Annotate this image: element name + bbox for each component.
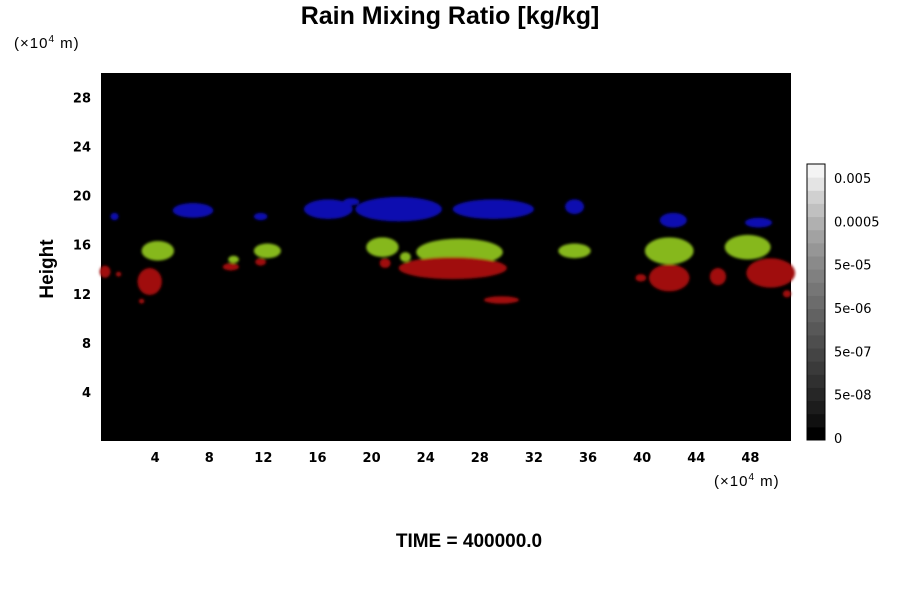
y-tick-label: 12 (73, 288, 91, 303)
x-axis-unit: (×104 m) (714, 472, 780, 490)
x-tick-label: 44 (687, 451, 705, 466)
x-tick-label: 20 (363, 451, 381, 466)
x-tick-label: 12 (254, 451, 272, 466)
colorbar-label: 0 (834, 432, 842, 447)
rain-blob-2-3 (138, 298, 145, 304)
y-tick-label: 20 (73, 190, 91, 205)
rain-blob-0-2 (253, 212, 268, 221)
x-tick-label: 4 (151, 451, 160, 466)
rain-blob-2-0 (99, 265, 111, 278)
colorbar-label: 5e-08 (834, 389, 872, 404)
colorbar-swatch (807, 203, 825, 218)
rain-blob-0-1 (172, 203, 214, 218)
y-tick-label: 4 (82, 386, 91, 401)
y-tick-label: 24 (73, 141, 91, 156)
y-axis-label: Height (37, 239, 58, 299)
rain-blob-2-13 (782, 290, 791, 298)
rain-blob-2-7 (398, 257, 507, 280)
x-tick-label: 36 (579, 451, 597, 466)
rain-blob-2-10 (648, 264, 690, 292)
x-tick-label: 48 (741, 451, 759, 466)
x-tick-label: 16 (308, 451, 326, 466)
rain-blob-2-4 (222, 263, 239, 271)
chart-title: Rain Mixing Ratio [kg/kg] (300, 2, 600, 30)
colorbar-swatch (807, 269, 825, 283)
colorbar-swatch (807, 426, 825, 441)
colorbar-frame (806, 163, 826, 441)
x-tick-label: 28 (471, 451, 489, 466)
colorbar-swatch (807, 348, 825, 362)
rain-blob-0-8 (659, 212, 687, 228)
y-axis-unit: (×104 m) (14, 34, 80, 52)
rain-blob-1-0 (141, 241, 175, 261)
rain-blob-2-9 (635, 274, 647, 282)
colorbar-swatch (807, 413, 825, 428)
colorbar-swatch (807, 256, 825, 270)
colorbar-swatch (807, 282, 825, 296)
x-tick-label: 40 (633, 451, 651, 466)
rain-blob-0-3 (303, 199, 353, 219)
rain-blob-1-7 (644, 237, 694, 265)
rain-blob-1-3 (366, 237, 399, 257)
colorbar-swatch (807, 334, 825, 349)
colorbar-swatch (807, 400, 825, 415)
rain-blob-0-7 (565, 199, 584, 215)
y-axis-ticks: 4 8 12 16 20 24 28 (73, 92, 91, 401)
rain-blob-1-8 (724, 234, 771, 260)
colorbar-swatch (807, 361, 825, 375)
rain-blob-0-9 (745, 217, 773, 228)
rain-blob-2-1 (115, 271, 122, 277)
colorbar-swatch (807, 216, 825, 231)
rain-blob-2-6 (379, 258, 391, 269)
x-tick-label: 24 (417, 451, 435, 466)
colorbar-swatch (807, 321, 825, 336)
rain-blob-1-4 (400, 252, 411, 262)
colorbar-swatch (807, 177, 825, 191)
colorbar-label: 5e-06 (834, 302, 872, 317)
rain-blob-2-5 (255, 258, 267, 266)
colorbar-label: 5e-05 (834, 259, 872, 274)
rain-blob-1-2 (253, 243, 281, 259)
rain-blob-1-1 (228, 255, 240, 264)
rain-blob-0-6 (452, 199, 534, 219)
y-tick-label: 8 (82, 337, 91, 352)
colorbar-swatch (807, 242, 825, 257)
colorbar-label: 0.005 (834, 172, 871, 187)
x-tick-label: 8 (205, 451, 214, 466)
rain-blob-2-12 (746, 258, 796, 288)
colorbar-swatch (807, 190, 825, 204)
colorbar-ticks: 0.005 0.0005 5e-05 5e-06 5e-07 5e-08 0 (834, 172, 880, 447)
colorbar (806, 163, 826, 441)
colorbar-swatch (807, 164, 825, 178)
rain-blob-2-2 (137, 268, 162, 296)
rain-blob-1-6 (558, 243, 591, 259)
colorbar-swatch (807, 308, 825, 323)
rain-blob-2-11 (709, 268, 727, 286)
colorbar-swatch (807, 229, 825, 244)
rain-blob-2-8 (483, 296, 520, 304)
colorbar-swatch (807, 374, 825, 388)
rain-field (99, 196, 796, 304)
colorbar-swatch (807, 387, 825, 402)
y-tick-label: 28 (73, 92, 91, 107)
x-axis-ticks: 4 8 12 16 20 24 28 32 36 40 44 48 (151, 451, 760, 466)
x-tick-label: 32 (525, 451, 543, 466)
time-label: TIME = 400000.0 (395, 531, 543, 552)
rain-blob-0-0 (110, 212, 119, 221)
rain-blob-0-4 (343, 198, 360, 206)
colorbar-swatch (807, 295, 825, 310)
colorbar-label: 5e-07 (834, 345, 872, 360)
colorbar-label: 0.0005 (834, 215, 880, 230)
y-tick-label: 16 (73, 239, 91, 254)
rain-blob-0-5 (355, 196, 442, 222)
